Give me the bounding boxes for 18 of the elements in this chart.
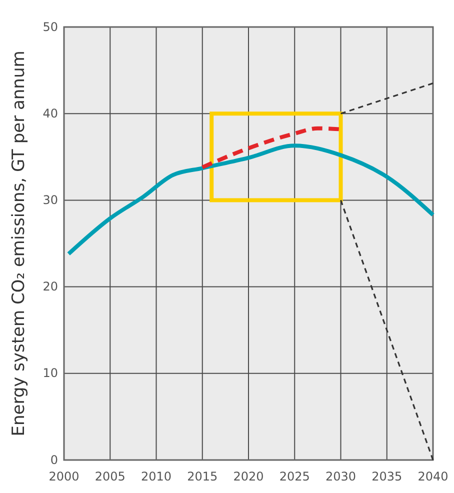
y-tick-label: 10 (42, 366, 58, 380)
y-tick-label: 20 (42, 280, 58, 294)
x-tick-label: 2005 (94, 470, 126, 484)
x-tick-label: 2040 (418, 470, 448, 484)
y-tick-label: 0 (50, 452, 58, 467)
y-axis-title: Energy system CO₂ emissions, GT per annum (9, 50, 29, 436)
x-tick-label: 2000 (48, 470, 80, 484)
x-tick-label: 2025 (279, 470, 310, 484)
x-tick-label: 2030 (325, 470, 356, 484)
x-tick-label: 2035 (372, 470, 402, 484)
line-series (66, 144, 435, 256)
y-tick-label: 30 (42, 193, 58, 208)
line-series (200, 126, 341, 170)
x-tick-label: 2010 (140, 470, 172, 484)
y-tick-label: 40 (42, 106, 58, 120)
y-tick-label: 50 (42, 20, 58, 34)
x-tick-label: 2015 (187, 470, 218, 484)
x-tick-label: 2020 (233, 470, 264, 484)
